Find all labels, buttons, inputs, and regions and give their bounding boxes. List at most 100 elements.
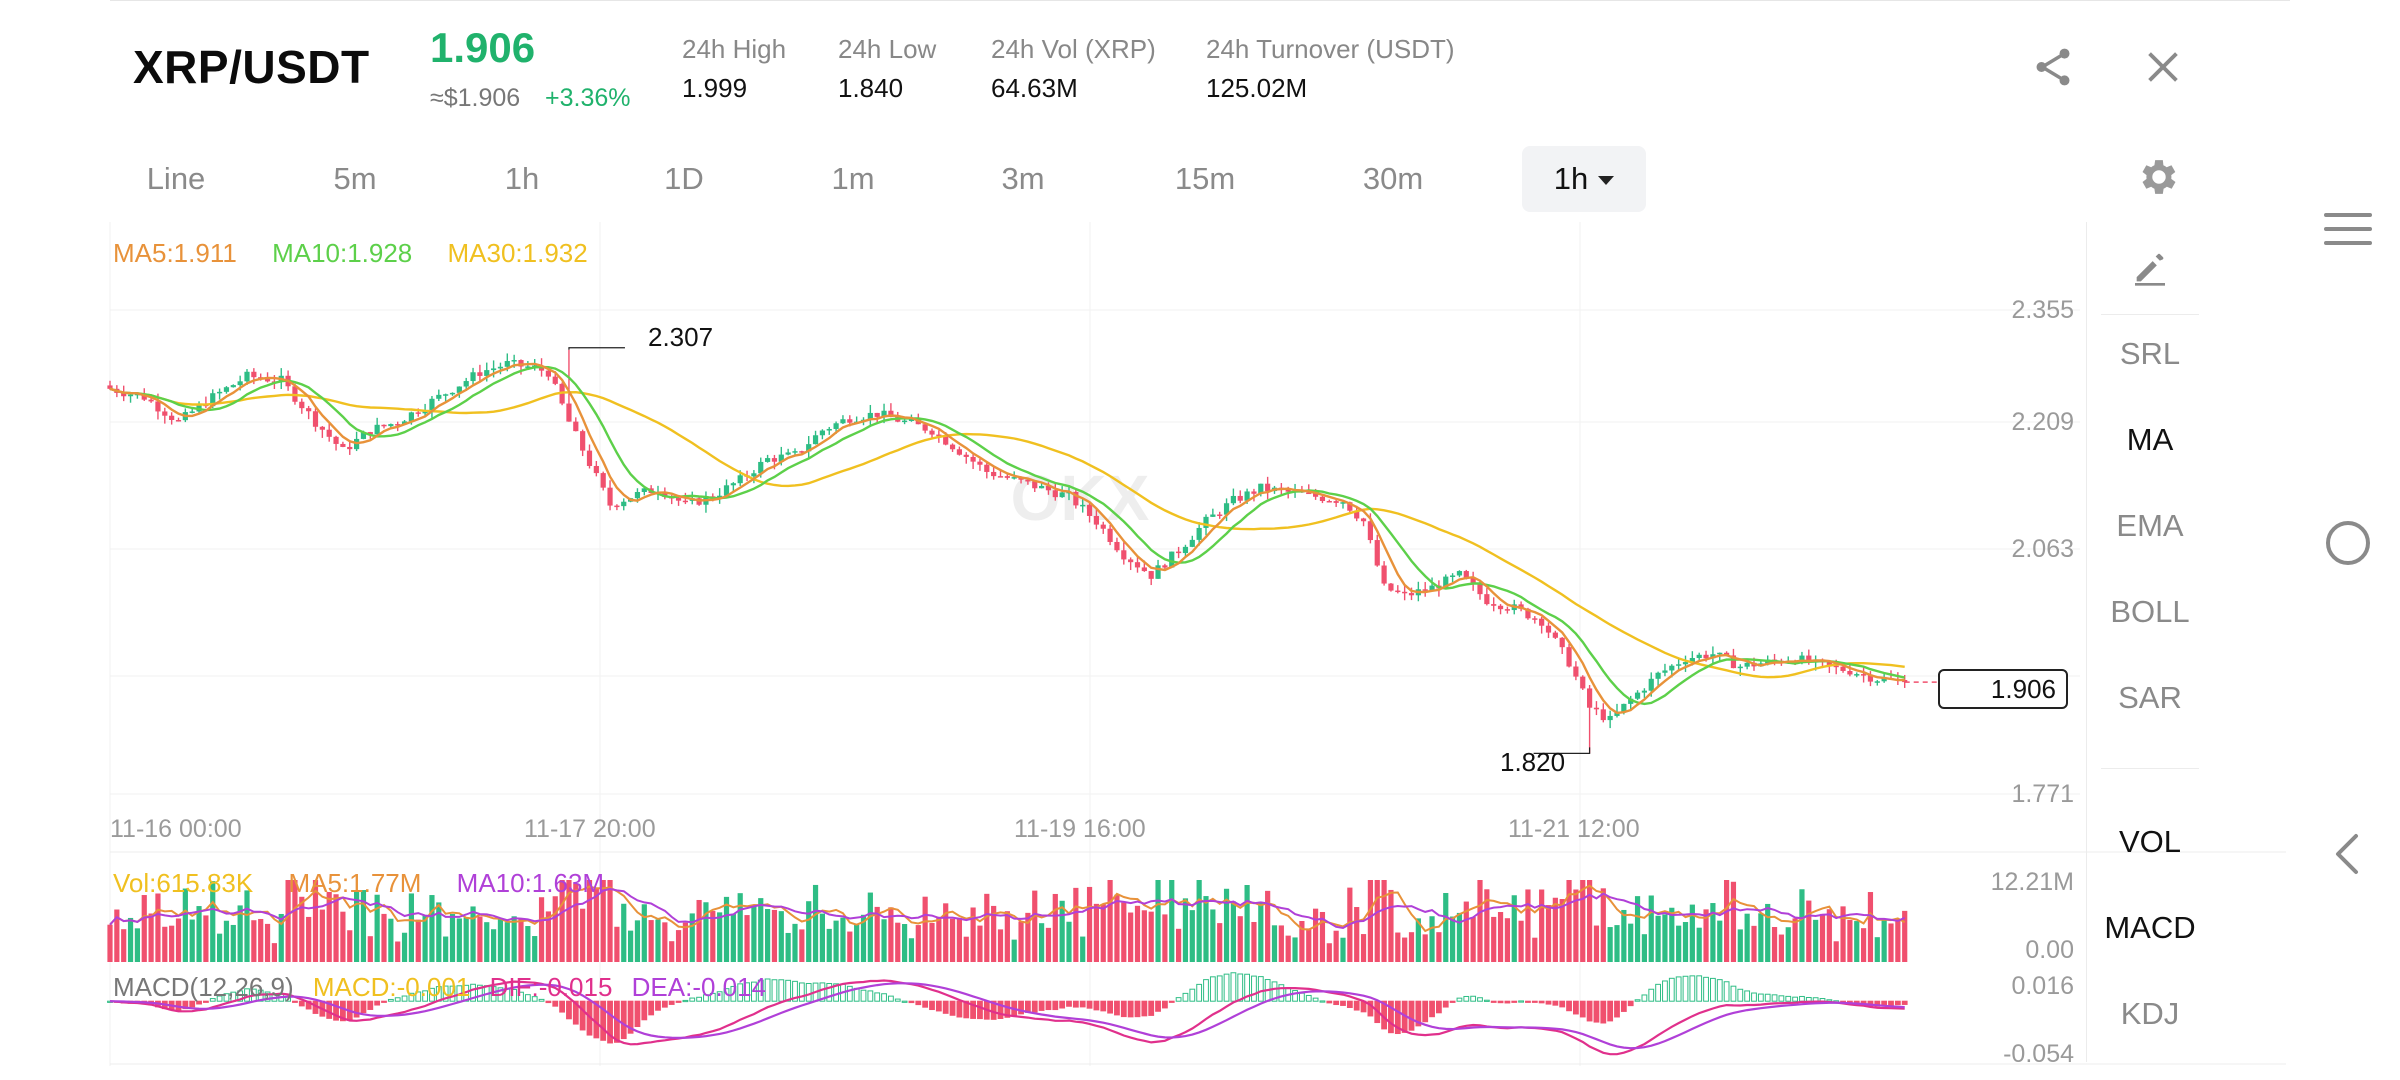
volume-bar	[1223, 888, 1230, 962]
volume-bar	[1066, 921, 1072, 962]
volume-bar	[1744, 913, 1750, 962]
volume-bar	[1176, 928, 1182, 962]
indicator-vol[interactable]: VOL	[2118, 824, 2182, 859]
candle-body	[1450, 575, 1456, 577]
volume-bar	[1292, 937, 1298, 962]
volume-bar	[162, 926, 168, 962]
pencil-icon[interactable]	[2130, 248, 2170, 288]
macd-histogram-bar	[894, 998, 901, 1002]
home-icon[interactable]	[2320, 515, 2376, 576]
candle-body	[223, 387, 230, 392]
volume-bar	[751, 905, 757, 962]
macd-histogram-bar	[1723, 981, 1730, 1002]
volume-bar	[134, 928, 140, 962]
tab-30m[interactable]: 30m	[1362, 161, 1424, 196]
candle-body	[1265, 483, 1271, 492]
macd-histogram-bar	[942, 1000, 949, 1014]
candle-body	[456, 386, 462, 393]
volume-bar	[943, 903, 949, 962]
indicator-panel: SRL MA EMA BOLL SAR VOL MACD KDJ	[2086, 222, 2212, 1062]
back-icon[interactable]	[2320, 826, 2376, 887]
tab-line[interactable]: Line	[146, 161, 206, 196]
menu-icon[interactable]	[2320, 205, 2376, 258]
macd-histogram-bar	[237, 990, 244, 1002]
volume-bar	[388, 918, 394, 962]
volume-bar	[1826, 909, 1832, 962]
tab-interval-dropdown[interactable]: 1h	[1522, 146, 1646, 212]
tab-1d[interactable]: 1D	[664, 161, 704, 196]
macd-histogram-bar	[1072, 1000, 1079, 1008]
chevron-down-icon	[1598, 176, 1615, 186]
volume-bar	[1813, 919, 1819, 962]
candle-body	[127, 394, 134, 397]
candle-body	[792, 451, 798, 453]
gear-icon[interactable]	[2136, 154, 2182, 200]
volume-bar	[196, 906, 202, 962]
candle-body	[1354, 510, 1360, 519]
high-marker-line	[568, 347, 625, 350]
volume-bar	[1217, 923, 1223, 962]
macd-histogram-bar	[1079, 1000, 1086, 1008]
candle-body	[1566, 647, 1572, 667]
candle-body	[511, 360, 517, 362]
macd-histogram-bar	[203, 1000, 209, 1003]
candle-body	[347, 446, 353, 450]
volume-bar	[1004, 911, 1010, 962]
macd-histogram-bar	[1716, 979, 1723, 1002]
candle-body	[1230, 495, 1236, 504]
tab-1m[interactable]: 1m	[831, 161, 875, 196]
tab-15m[interactable]: 15m	[1174, 161, 1236, 196]
macd-histogram-bar	[1696, 975, 1703, 1002]
volume-bar	[1114, 894, 1120, 962]
macd-histogram-bar	[1141, 1000, 1148, 1017]
indicator-boll[interactable]: BOLL	[2110, 594, 2190, 629]
current-price-tag[interactable]: 1.906	[1938, 669, 2068, 709]
volume-bar	[956, 917, 962, 962]
candle-body	[1203, 516, 1209, 528]
candle-body	[1388, 583, 1394, 591]
macd-histogram-bar	[668, 1000, 675, 1005]
macd-histogram-bar	[1778, 995, 1785, 1002]
volume-bar	[765, 909, 771, 962]
tab-3m[interactable]: 3m	[1001, 161, 1045, 196]
volume-bar	[1306, 928, 1312, 962]
macd-histogram-bar	[682, 999, 689, 1003]
volume-bar	[518, 918, 524, 962]
candle-body	[1258, 483, 1264, 494]
candle-body	[264, 378, 271, 382]
candle-body	[1223, 503, 1230, 515]
candle-body	[1580, 676, 1586, 689]
candle-body	[1682, 662, 1689, 665]
indicator-ma[interactable]: MA	[2126, 422, 2174, 457]
indicator-macd[interactable]: MACD	[2104, 910, 2196, 945]
volume-bar	[1182, 898, 1189, 962]
macd-histogram-bar	[1757, 993, 1764, 1002]
candle-body	[367, 432, 373, 435]
stat-value: 1.840	[838, 73, 904, 103]
macd-histogram-bar	[1888, 1000, 1894, 1006]
tab-1h[interactable]: 1h	[504, 161, 540, 196]
volume-bar	[1381, 880, 1387, 962]
volume-bar	[641, 904, 647, 962]
candle-body	[566, 403, 572, 422]
macd-legend: MACD(12,26,9) MACD:-0.001 DIF:-0.015 DEA…	[113, 972, 778, 1003]
candle-body	[765, 458, 771, 462]
candle-body	[552, 376, 558, 384]
macd-histogram-bar	[1031, 1000, 1038, 1013]
indicator-sar[interactable]: SAR	[2118, 680, 2182, 715]
candle-body	[1059, 492, 1065, 498]
volume-legend: Vol:615.83K MA5:1.77M MA10:1.63M	[113, 868, 632, 899]
indicator-ema[interactable]: EMA	[2116, 508, 2184, 543]
close-icon[interactable]	[2140, 44, 2186, 90]
volume-bar	[285, 880, 291, 962]
share-icon[interactable]	[2030, 44, 2076, 90]
tab-5m[interactable]: 5m	[333, 161, 377, 196]
indicator-srl[interactable]: SRL	[2119, 336, 2181, 371]
pair-title: XRP/USDT	[133, 41, 370, 93]
macd-histogram-bar	[963, 1000, 970, 1019]
macd-histogram-bar	[1579, 1000, 1586, 1018]
macd-histogram-bar	[326, 1000, 333, 1019]
indicator-kdj[interactable]: KDJ	[2120, 996, 2180, 1031]
volume-bar	[915, 925, 921, 962]
